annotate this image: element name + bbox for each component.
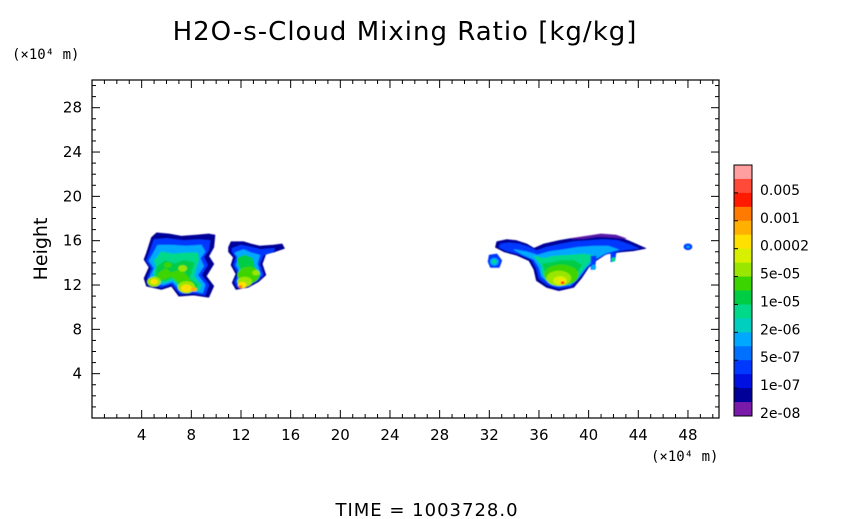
cloud-cell-east-purple-top (570, 233, 627, 239)
y-tick-label: 24 (63, 143, 82, 161)
cloud-cell-center-west-core (238, 285, 243, 289)
colorbar-label: 0.005 (760, 183, 800, 199)
cloud-cell-east-core (560, 281, 565, 285)
plot-frame (91, 79, 720, 419)
cloud-cell-east-strand (611, 257, 616, 262)
x-tick-label: 24 (380, 426, 399, 444)
x-tick-label: 40 (579, 426, 598, 444)
colorbar-label: 2e-06 (760, 322, 800, 338)
x-tick-label: 12 (231, 426, 250, 444)
cloud-cell-west-core (150, 278, 158, 285)
colorbar-swatch (734, 374, 752, 389)
cloud-field (143, 232, 693, 298)
colorbar-swatch (734, 402, 752, 417)
x-tick-label: 8 (187, 426, 197, 444)
colorbar-label: 0.0002 (760, 239, 809, 255)
x-axis-tick-labels: 4 8 12 16 20 24 28 32 36 40 44 48 (137, 426, 698, 444)
cloud-cell-east-fragment-core (492, 259, 497, 264)
colorbar-swatch (734, 206, 752, 222)
y-axis-ticks (92, 85, 719, 408)
cloud-cell-east-strand (591, 264, 597, 271)
colorbar-swatch (734, 248, 752, 264)
colorbar-label: 1e-05 (760, 294, 800, 310)
colorbar-swatch (734, 192, 752, 208)
x-tick-label: 4 (137, 426, 147, 444)
x-axis-ticks (103, 80, 714, 418)
colorbar-label: 1e-07 (760, 378, 800, 394)
y-axis-tick-labels: 4 8 12 16 20 24 28 (63, 99, 82, 383)
y-axis-label: Height (30, 218, 52, 281)
cloud-cell-west-core (164, 262, 172, 268)
colorbar-swatch (734, 388, 752, 403)
y-tick-label: 20 (63, 187, 82, 205)
colorbar-swatch (734, 360, 752, 375)
y-tick-label: 4 (72, 365, 82, 383)
x-unit-label: (×10⁴ m) (651, 449, 718, 465)
colorbar-swatch (734, 290, 752, 305)
y-tick-label: 12 (63, 276, 82, 294)
colorbar (733, 164, 753, 417)
y-tick-label: 16 (63, 232, 82, 250)
colorbar-label: 5e-07 (760, 350, 800, 366)
x-tick-label: 36 (529, 426, 548, 444)
cloud-fragment-far-east (686, 245, 690, 249)
colorbar-swatch (734, 346, 752, 361)
y-tick-label: 28 (63, 99, 82, 117)
chart-title: H2O-s-Cloud Mixing Ratio [kg/kg] (173, 17, 638, 47)
colorbar-swatch (734, 220, 752, 236)
y-tick-label: 8 (72, 320, 82, 338)
colorbar-swatch (734, 304, 752, 319)
y-unit-label: (×10⁴ m) (12, 47, 79, 63)
cloud-cell-west-core (178, 265, 187, 272)
colorbar-labels: 0.005 0.001 0.0002 5e-05 1e-05 2e-06 5e-07 1e-0… (760, 183, 809, 422)
colorbar-label: 0.001 (760, 211, 800, 227)
colorbar-swatch (734, 234, 752, 250)
x-tick-label: 16 (281, 426, 300, 444)
colorbar-swatch (734, 318, 752, 333)
colorbar-swatch (734, 262, 752, 278)
x-tick-label: 20 (331, 426, 350, 444)
cloud-cell-west-core (180, 284, 192, 293)
cloud-cell-center-west-core (252, 270, 260, 276)
colorbar-label: 2e-08 (760, 406, 800, 422)
colorbar-swatch (734, 332, 752, 347)
colorbar-swatch (734, 165, 752, 180)
colorbar-frame (733, 164, 753, 417)
x-tick-label: 28 (430, 426, 449, 444)
time-label: TIME = 1003728.0 (334, 500, 518, 519)
x-tick-label: 32 (480, 426, 499, 444)
cloud-cell-west-core (190, 287, 197, 292)
colorbar-swatch (734, 276, 752, 291)
colorbar-label: 5e-05 (760, 267, 800, 283)
colorbar-swatch (734, 178, 752, 194)
x-tick-label: 44 (629, 426, 648, 444)
x-tick-label: 48 (678, 426, 697, 444)
